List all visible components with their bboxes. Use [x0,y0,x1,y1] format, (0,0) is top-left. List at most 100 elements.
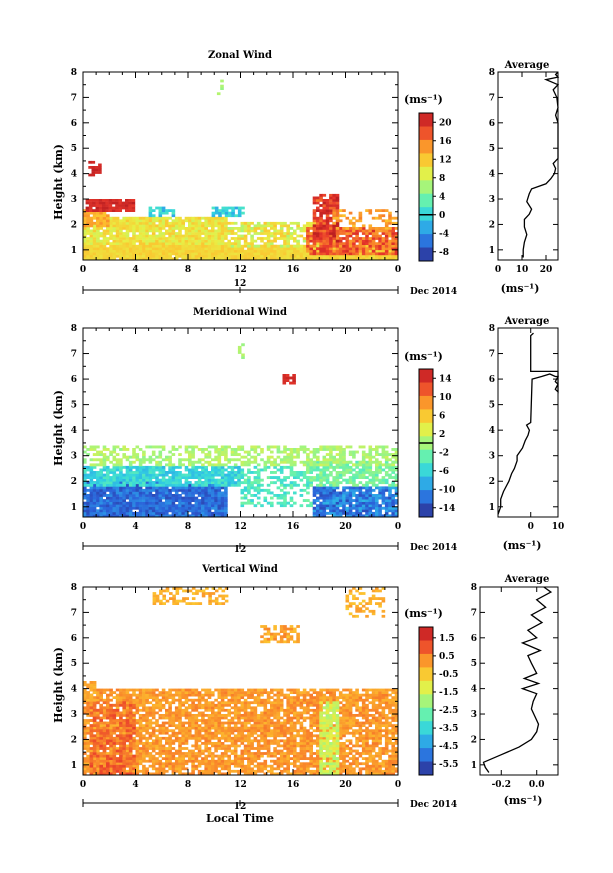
heatmap-cell [279,478,284,482]
heatmap-cell [270,504,274,508]
heatmap-cell [91,171,96,174]
heatmap-cell [197,476,202,479]
heatmap-cell [86,769,90,773]
heatmap-cell [388,468,392,472]
heatmap-cell [115,252,120,256]
heatmap-cell [102,716,107,720]
heatmap-cell [138,483,143,487]
heatmap-cell [155,254,159,258]
heatmap-cell [178,772,182,776]
heatmap-cell [322,471,327,474]
heatmap-cell [332,448,336,451]
heatmap-cell [227,232,231,235]
heatmap-cell [89,244,94,248]
heatmap-cell [224,496,228,500]
heatmap-cell [145,744,149,748]
heatmap-cell [119,463,123,467]
heatmap-cell [174,481,179,485]
heatmap-cell [270,496,274,500]
heatmap-cell [122,453,126,456]
heatmap-cell [384,229,389,233]
heatmap-cell [171,504,176,508]
heatmap-cell [128,721,133,725]
heatmap-cell [381,237,386,240]
heatmap-cell [86,242,90,245]
heatmap-cell [296,483,300,487]
heatmap-cell [174,488,179,492]
heatmap-cell [302,229,307,233]
heatmap-cell [293,244,297,248]
heatmap-cell [316,460,320,464]
heatmap-cell [132,232,136,235]
heatmap-cell [145,478,149,482]
heatmap-cell [83,224,87,228]
heatmap-cell [102,757,107,760]
heatmap-cell [142,450,146,454]
heatmap-cell [142,221,146,225]
heatmap-cell [220,491,225,495]
heatmap-cell [325,237,330,240]
heatmap-cell [158,206,163,210]
heatmap-cell [348,450,353,454]
heatmap-cell [132,486,136,490]
heatmap-cell [201,247,205,251]
heatmap-cell [220,501,225,505]
heatmap-cell [125,706,130,710]
heatmap-cell [250,237,254,240]
heatmap-cell [155,757,159,760]
heatmap-cell [332,201,336,205]
heatmap-cell [224,481,228,485]
heatmap-cell [247,224,251,228]
heatmap-cell [132,488,136,492]
heatmap-cell [247,247,251,251]
heatmap-cell [256,476,261,479]
heatmap-cell [83,229,87,233]
heatmap-cell [368,496,373,500]
heatmap-cell [96,499,100,502]
heatmap-cell [121,206,126,210]
heatmap-cell [348,242,353,245]
heatmap-cell [240,448,245,451]
heatmap-cell [125,199,129,202]
heatmap-cell [197,473,202,477]
heatmap-cell [329,506,333,510]
heatmap-cell [92,764,97,768]
heatmap-cell [260,224,264,228]
heatmap-cell [319,478,323,482]
heatmap-cell [128,247,133,251]
heatmap-cell [89,483,94,487]
heatmap-cell [211,254,215,258]
heatmap-cell [316,227,320,230]
heatmap-cell [158,759,163,763]
heatmap-cell [250,481,254,485]
heatmap-cell [355,227,359,230]
heatmap-cell [352,257,356,261]
heatmap-cell [99,494,103,497]
heatmap-cell [128,227,133,230]
heatmap-cell [168,227,172,230]
heatmap-cell [99,471,103,474]
heatmap-cell [125,204,129,207]
heatmap-cell [96,221,100,225]
heatmap-cell [184,244,189,248]
heatmap-cell [151,473,156,477]
heatmap-cell [112,494,117,497]
heatmap-cell [243,237,248,240]
heatmap-cell [112,491,117,495]
heatmap-cell [211,214,216,218]
heatmap-cell [322,499,327,502]
heatmap-cell [375,448,379,451]
heatmap-cell [365,453,369,456]
heatmap-cell [231,211,235,215]
heatmap-cell [394,458,399,462]
heatmap-cell [148,478,153,482]
heatmap-cell [306,257,310,261]
heatmap-cell [273,445,277,449]
colorbar-swatch [419,247,433,262]
heatmap-cell [211,491,215,495]
heatmap-cell [148,506,153,510]
heatmap-cell [112,216,117,220]
heatmap-cell [122,221,126,225]
heatmap-cell [381,486,386,490]
heatmap-cell [250,234,254,238]
